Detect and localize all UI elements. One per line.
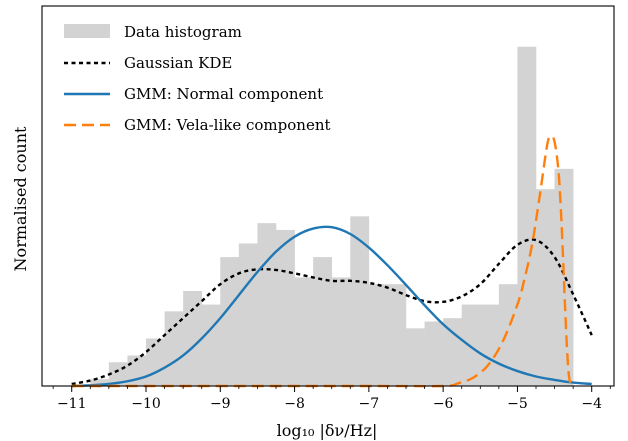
histogram-bar: [313, 257, 333, 386]
x-axis-label: log₁₀ |δν/Hz|: [277, 421, 378, 440]
plot-area: [71, 46, 593, 388]
legend-label-histogram: Data histogram: [124, 23, 242, 41]
legend-label-vela: GMM: Vela-like component: [124, 116, 331, 134]
legend-label-normal: GMM: Normal component: [124, 85, 323, 103]
x-tick-label: −7: [359, 396, 380, 412]
histogram-bar: [424, 321, 444, 386]
legend-label-kde: Gaussian KDE: [124, 54, 232, 72]
axes-frame: [41, 5, 615, 387]
normal-component-line: [71, 225, 592, 388]
histogram-bar: [480, 304, 500, 386]
histogram-bar: [387, 284, 407, 386]
x-axis-ticks: −11 −10 −9 −8 −7 −6 −5 −4: [52, 386, 611, 412]
histogram-bar: [164, 311, 184, 386]
histogram-bar: [498, 284, 518, 386]
histogram-bar: [368, 284, 388, 386]
histogram-bar: [331, 277, 351, 386]
x-tick-label: −5: [507, 396, 528, 412]
histogram-bar: [536, 189, 555, 386]
histogram-bar: [201, 304, 221, 386]
histogram-bar: [554, 168, 574, 386]
legend-swatch-histogram: [64, 24, 110, 38]
histogram-bar: [517, 46, 537, 386]
vela-component-line: [71, 134, 575, 388]
histogram-bar: [238, 243, 258, 386]
histogram-bar: [183, 291, 203, 386]
histogram-bar: [350, 216, 370, 386]
x-tick-label: −11: [57, 396, 87, 412]
kde-line: [71, 238, 593, 386]
histogram-bar: [276, 229, 295, 386]
histogram-bar: [257, 223, 277, 386]
histogram-bar: [220, 257, 240, 386]
series-lines: [71, 134, 593, 388]
x-tick-label: −10: [131, 396, 161, 412]
histogram-bar: [294, 277, 314, 386]
histogram-bar: [146, 338, 165, 386]
x-tick-label: −4: [581, 396, 602, 412]
x-tick-label: −9: [210, 396, 231, 412]
histogram-bar: [90, 379, 110, 386]
x-tick-label: −8: [284, 396, 305, 412]
y-axis-label: Normalised count: [11, 126, 30, 271]
histogram-bar: [406, 328, 425, 386]
x-tick-label: −6: [433, 396, 454, 412]
legend: Data histogram Gaussian KDE GMM: Normal …: [64, 23, 331, 134]
histogram-bar: [461, 304, 481, 386]
